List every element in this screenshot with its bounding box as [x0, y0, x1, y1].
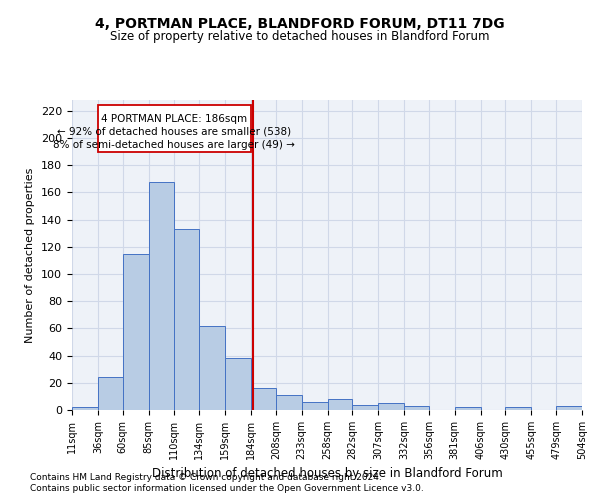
Bar — [455, 408, 481, 410]
Bar — [378, 403, 404, 410]
Bar — [175, 229, 199, 410]
Bar — [505, 408, 532, 410]
Bar — [302, 402, 328, 410]
Text: Contains public sector information licensed under the Open Government Licence v3: Contains public sector information licen… — [30, 484, 424, 493]
Bar — [404, 406, 429, 410]
Y-axis label: Number of detached properties: Number of detached properties — [25, 168, 35, 342]
Text: ← 92% of detached houses are smaller (538): ← 92% of detached houses are smaller (53… — [58, 127, 292, 137]
Bar — [98, 378, 122, 410]
Text: 8% of semi-detached houses are larger (49) →: 8% of semi-detached houses are larger (4… — [53, 140, 295, 150]
Text: 4 PORTMAN PLACE: 186sqm: 4 PORTMAN PLACE: 186sqm — [101, 114, 247, 124]
Bar — [251, 388, 276, 410]
Bar — [328, 399, 352, 410]
Bar — [225, 358, 251, 410]
Bar — [199, 326, 225, 410]
FancyBboxPatch shape — [98, 106, 251, 152]
Text: 4, PORTMAN PLACE, BLANDFORD FORUM, DT11 7DG: 4, PORTMAN PLACE, BLANDFORD FORUM, DT11 … — [95, 18, 505, 32]
X-axis label: Distribution of detached houses by size in Blandford Forum: Distribution of detached houses by size … — [152, 468, 502, 480]
Bar — [72, 408, 98, 410]
Bar — [276, 395, 302, 410]
Text: Contains HM Land Registry data © Crown copyright and database right 2024.: Contains HM Land Registry data © Crown c… — [30, 472, 382, 482]
Bar — [122, 254, 149, 410]
Bar — [556, 406, 582, 410]
Bar — [149, 182, 175, 410]
Bar — [352, 404, 378, 410]
Text: Size of property relative to detached houses in Blandford Forum: Size of property relative to detached ho… — [110, 30, 490, 43]
